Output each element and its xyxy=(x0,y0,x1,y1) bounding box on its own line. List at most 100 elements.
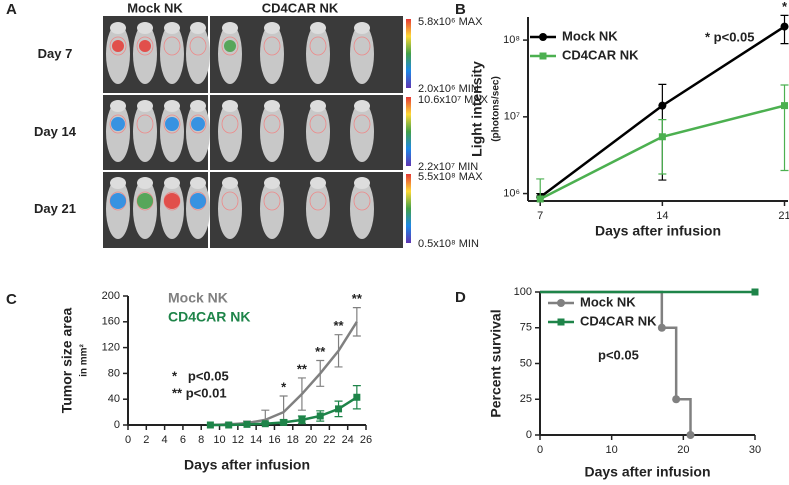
significance: ** xyxy=(333,318,344,333)
mouse xyxy=(133,102,157,162)
x-tick-label: 0 xyxy=(125,434,131,446)
significance: * xyxy=(281,379,287,394)
error-bar xyxy=(334,334,343,368)
x-tick-label: 12 xyxy=(232,434,244,446)
marker xyxy=(335,405,343,413)
error-bar xyxy=(261,409,270,425)
marker xyxy=(657,323,666,332)
scale-min: 0.5x10⁸ MIN xyxy=(418,238,479,250)
marker xyxy=(658,133,666,141)
y-tick-label: 10⁶ xyxy=(503,187,520,199)
mouse-head xyxy=(264,177,280,189)
mouse-head xyxy=(222,177,238,189)
x-tick-label: 16 xyxy=(268,434,280,446)
roi xyxy=(136,36,154,56)
y-tick-label: 120 xyxy=(102,342,120,354)
y-axis-unit: (photons/sec) xyxy=(491,76,502,142)
roi xyxy=(163,114,181,134)
y-tick-label: 10⁷ xyxy=(504,111,520,123)
marker xyxy=(353,393,361,401)
x-tick-label: 30 xyxy=(749,444,761,456)
panel-letter: A xyxy=(6,1,17,18)
y-axis-label: Percent survival xyxy=(488,309,504,417)
legend-label: CD4CAR NK xyxy=(562,47,639,62)
signal xyxy=(137,193,153,209)
mouse xyxy=(306,102,330,162)
roi xyxy=(309,114,327,134)
mouse xyxy=(133,24,157,84)
mouse xyxy=(350,102,374,162)
roi xyxy=(309,191,327,211)
signal xyxy=(110,193,126,209)
mouse-head xyxy=(137,22,153,34)
x-tick-label: 20 xyxy=(305,434,317,446)
column-header: Mock NK xyxy=(127,0,183,15)
marker xyxy=(206,421,214,429)
marker xyxy=(298,416,306,424)
y-tick-label: 200 xyxy=(102,290,120,302)
mouse-head xyxy=(190,177,206,189)
marker xyxy=(316,412,324,420)
roi xyxy=(221,191,239,211)
legend-label: CD4CAR NK xyxy=(168,309,250,325)
x-tick-label: 14 xyxy=(250,434,262,446)
x-tick-label: 20 xyxy=(677,444,689,456)
chart-b: B 10⁶ 10⁷ 10⁸ 7 14 21 Days after infusion Light … xyxy=(455,0,789,239)
signal xyxy=(165,117,179,131)
mouse xyxy=(260,24,284,84)
marker xyxy=(557,318,565,326)
y-tick-label: 100 xyxy=(514,286,532,298)
mouse xyxy=(186,102,210,162)
mouse-head xyxy=(310,177,326,189)
mouse-head xyxy=(354,100,370,112)
significance: * xyxy=(782,0,788,14)
error-bar xyxy=(297,377,306,411)
x-tick-label: 10 xyxy=(213,434,225,446)
y-tick-label: 0 xyxy=(526,429,532,441)
y-tick-label: 10⁸ xyxy=(503,34,520,46)
marker xyxy=(686,431,695,439)
y-axis-unit: in mm² xyxy=(79,343,90,376)
panel-a: A Mock NK CD4CAR NK Day 7 5.8x10⁶ MAX 2.0x… xyxy=(6,0,489,249)
roi xyxy=(136,114,154,134)
mouse-head xyxy=(190,100,206,112)
signal xyxy=(112,40,124,52)
mouse xyxy=(260,179,284,239)
error-bar xyxy=(658,119,667,175)
x-tick-label: 2 xyxy=(143,434,149,446)
x-axis-label: Days after infusion xyxy=(184,457,310,473)
x-tick-label: 10 xyxy=(606,444,618,456)
marker xyxy=(280,418,288,426)
marker xyxy=(539,33,547,41)
mouse xyxy=(350,179,374,239)
color-scale xyxy=(406,19,411,88)
y-tick-label: 80 xyxy=(108,367,120,379)
mouse xyxy=(260,102,284,162)
mouse-head xyxy=(264,100,280,112)
marker xyxy=(536,195,544,203)
mouse-head xyxy=(110,22,126,34)
annotation: p<0.05 xyxy=(598,347,639,362)
mouse xyxy=(106,102,130,162)
marker xyxy=(261,420,269,428)
mouse xyxy=(218,102,242,162)
row-label: Day 14 xyxy=(34,124,77,139)
marker xyxy=(658,101,667,110)
signal xyxy=(139,40,151,52)
y-tick-label: 75 xyxy=(520,322,532,334)
marker xyxy=(781,102,789,110)
marker xyxy=(751,288,759,296)
annotation: * p<0.05 xyxy=(705,29,755,44)
mouse-head xyxy=(354,177,370,189)
roi xyxy=(189,114,207,134)
error-bar xyxy=(536,178,545,201)
y-axis-label: Tumor size area xyxy=(59,308,75,414)
panel-letter: C xyxy=(6,291,17,308)
y-tick-label: 160 xyxy=(102,316,120,328)
roi xyxy=(353,36,371,56)
mouse-head xyxy=(110,100,126,112)
mouse-head xyxy=(222,22,238,34)
mouse-head xyxy=(164,22,180,34)
mouse-head xyxy=(190,22,206,34)
